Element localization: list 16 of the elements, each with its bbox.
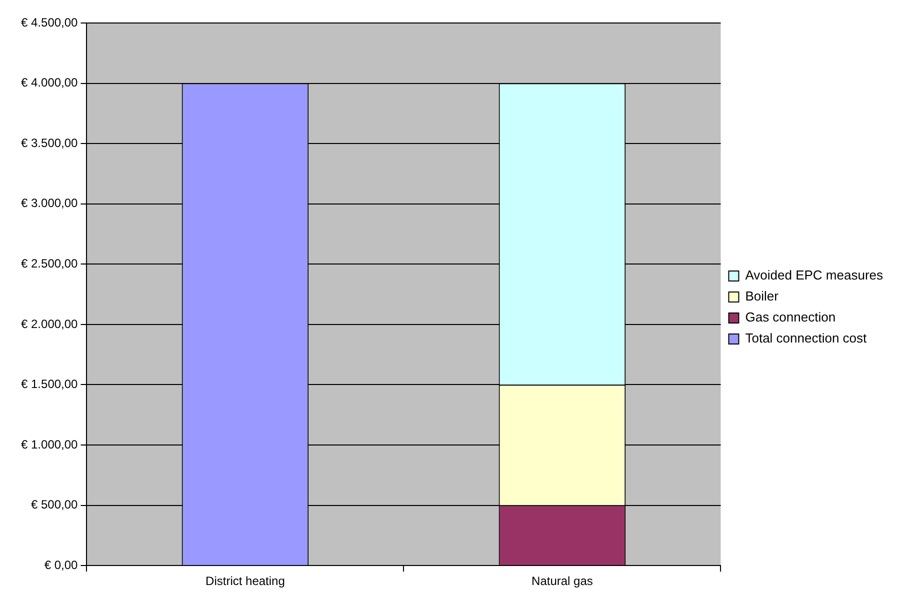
y-tick-label: € 1.500,00 <box>21 377 78 392</box>
y-tick-label: € 0,00 <box>44 558 78 572</box>
legend-label: Gas connection <box>745 310 836 325</box>
y-tick-label: € 2.000,00 <box>21 316 78 331</box>
y-tick-label: € 4.500,00 <box>21 15 78 30</box>
y-tick-label: € 4.000,00 <box>21 76 78 90</box>
y-tick-label: € 1.000,00 <box>21 437 78 452</box>
y-tick-label: € 3.500,00 <box>21 136 78 150</box>
x-tick-label: Natural gas <box>532 574 593 588</box>
legend-label: Avoided EPC measures <box>745 268 884 283</box>
y-tick-label: € 3.000,00 <box>21 196 78 210</box>
y-tick-label: € 500,00 <box>31 498 78 512</box>
y-tick-label: € 2.500,00 <box>21 256 78 270</box>
x-tick-label: District heating <box>206 574 285 588</box>
legend-label: Boiler <box>745 288 780 304</box>
legend-label: Total connection cost <box>745 330 868 346</box>
